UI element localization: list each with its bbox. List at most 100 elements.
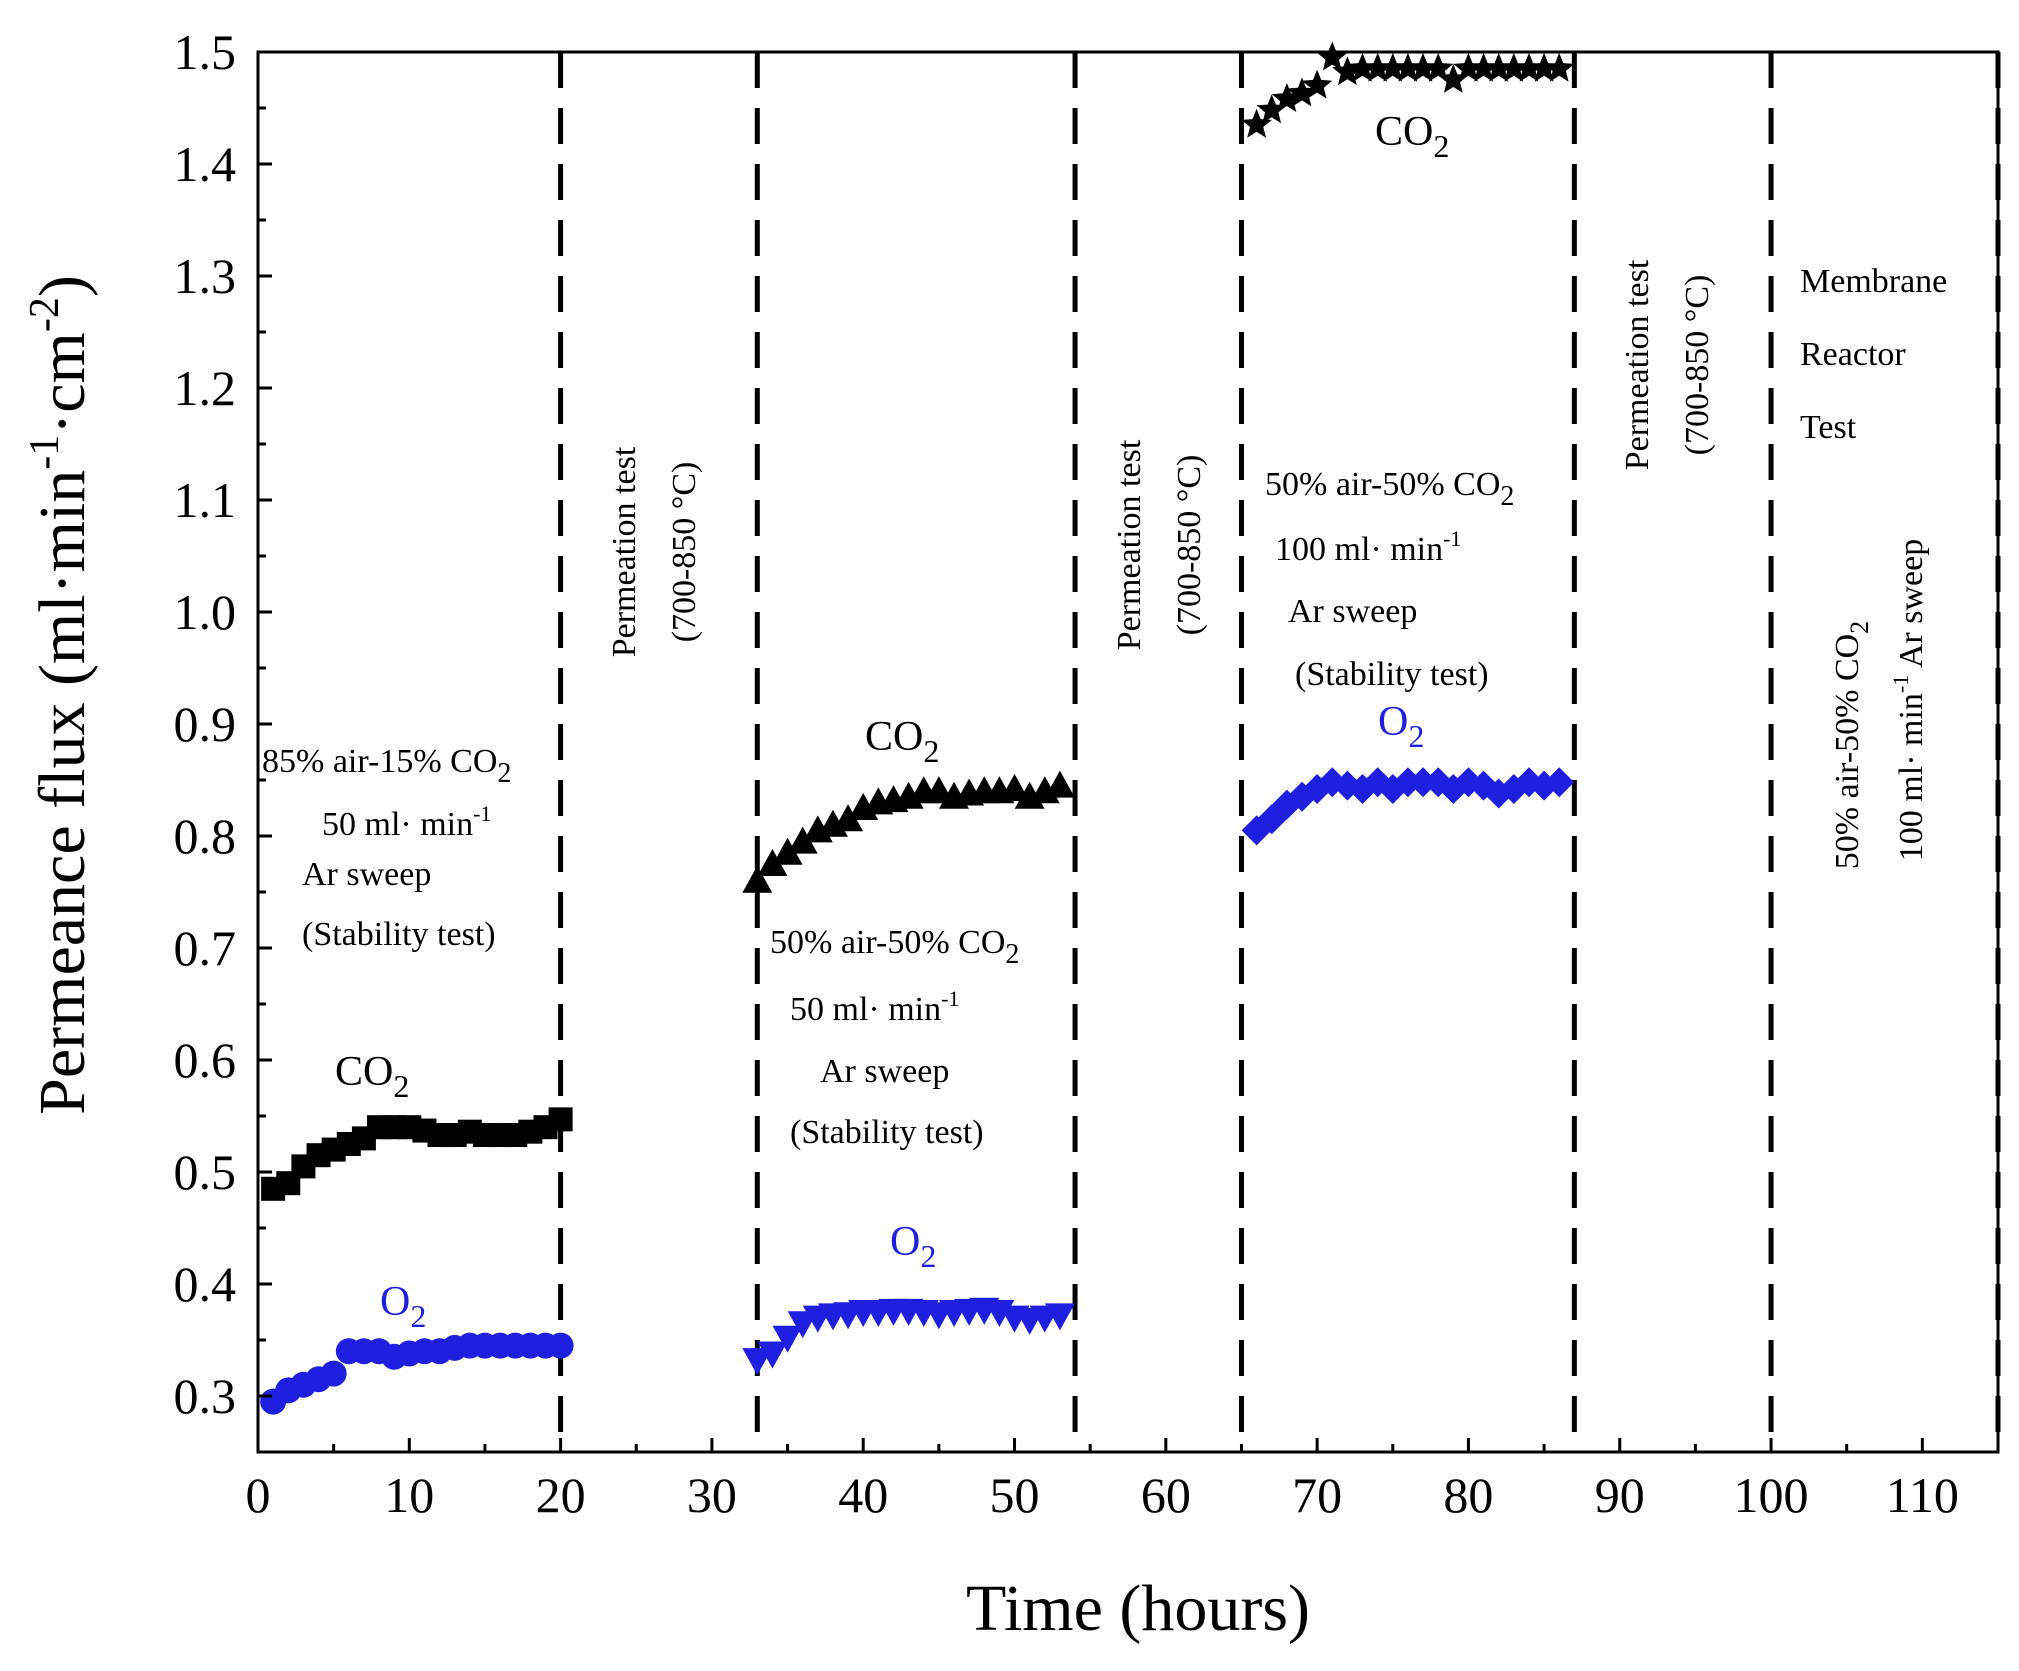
y-ticks: 0.3 0.4 0.5 0.6 0.7 0.8 0.9 1.0 1.1 1.2 1.3 1.4 1.5 xyxy=(174,24,272,1424)
reactor-line3: Test xyxy=(1800,409,1857,446)
data-point xyxy=(757,849,788,876)
x-tick-label: 0 xyxy=(246,1467,271,1523)
data-point xyxy=(1408,767,1439,798)
x-tick-label: 90 xyxy=(1595,1467,1645,1523)
y-tick-label: 1.4 xyxy=(174,136,237,192)
x-axis-title: Time (hours) xyxy=(966,1572,1310,1645)
data-point xyxy=(1392,767,1423,798)
x-tick-label: 10 xyxy=(384,1467,434,1523)
series-square xyxy=(261,1107,573,1201)
y-tick-label: 0.7 xyxy=(174,920,237,976)
data-point xyxy=(1407,52,1439,82)
data-point xyxy=(1528,52,1560,82)
reactor-flow-rotated: 100 ml· min-1 Ar sweep xyxy=(1888,539,1930,861)
seg2-feed-label: 50% air-50% CO2 xyxy=(770,924,1019,970)
data-point xyxy=(1044,1303,1075,1331)
data-point xyxy=(1513,52,1545,82)
data-point xyxy=(1301,69,1333,99)
y-tick-label: 0.6 xyxy=(174,1032,237,1088)
perm3-title: Permeation test xyxy=(1619,259,1656,470)
perm3-temp: (700-850 °C) xyxy=(1679,275,1716,456)
seg1-flow-label: 50 ml· min-1 xyxy=(322,801,491,843)
y-tick-label: 0.4 xyxy=(174,1256,237,1312)
series-triangle-down xyxy=(742,1297,1075,1376)
perm1-temp: (700-850 °C) xyxy=(666,462,703,643)
x-tick-label: 50 xyxy=(990,1467,1040,1523)
data-point xyxy=(1256,94,1287,124)
data-point xyxy=(833,804,864,832)
seg1-o2-label: O2 xyxy=(380,1279,426,1334)
data-point xyxy=(1544,52,1575,82)
data-point xyxy=(1241,108,1272,138)
y-tick-label: 1.5 xyxy=(174,24,237,80)
data-point xyxy=(1362,52,1393,82)
data-point xyxy=(1377,52,1408,82)
markers-layer xyxy=(260,41,1575,1415)
data-point xyxy=(548,1107,573,1132)
seg3-o2-label: O2 xyxy=(1378,699,1424,754)
data-point xyxy=(742,865,773,893)
data-point xyxy=(1438,64,1469,93)
data-point xyxy=(1392,52,1424,82)
data-point xyxy=(547,1332,574,1359)
seg2-test-label: (Stability test) xyxy=(790,1114,984,1151)
data-point xyxy=(999,773,1030,801)
seg1-feed-label: 85% air-15% CO2 xyxy=(262,743,511,789)
reactor-line1: Membrane xyxy=(1800,263,1947,300)
reactor-feed-rotated: 50% air-50% CO2 xyxy=(1829,621,1874,869)
seg1-co2-label: CO2 xyxy=(335,1049,409,1104)
seg2-co2-label: CO2 xyxy=(865,714,939,769)
y-tick-label: 1.3 xyxy=(174,248,237,304)
y-tick-label: 0.8 xyxy=(174,808,237,864)
seg2-o2-label: O2 xyxy=(890,1219,936,1274)
seg1-test-label: (Stability test) xyxy=(302,916,496,953)
x-ticks: 0 10 20 30 40 50 60 70 80 90 100 110 xyxy=(246,1438,1959,1523)
seg3-sweep-label: Ar sweep xyxy=(1288,593,1417,630)
seg3-flow-label: 100 ml· min-1 xyxy=(1275,526,1461,568)
seg3-test-label: (Stability test) xyxy=(1295,656,1489,693)
plot-frame xyxy=(256,50,2000,1454)
seg1-sweep-label: Ar sweep xyxy=(302,856,431,893)
data-point xyxy=(1423,52,1454,82)
data-point xyxy=(1483,52,1514,82)
x-tick-label: 30 xyxy=(687,1467,737,1523)
y-tick-label: 1.2 xyxy=(174,360,237,416)
data-point xyxy=(1453,52,1484,82)
data-point xyxy=(320,1360,347,1387)
data-point xyxy=(1044,770,1075,798)
data-point xyxy=(1468,52,1499,82)
series-star xyxy=(1241,41,1575,138)
data-point xyxy=(772,1325,803,1353)
seg3-feed-label: 50% air-50% CO2 xyxy=(1265,466,1514,512)
x-tick-label: 60 xyxy=(1141,1467,1191,1523)
y-axis-title: Permeance flux (ml·min-1·cm-2) xyxy=(22,275,99,1115)
data-point xyxy=(1347,52,1378,82)
seg2-sweep-label: Ar sweep xyxy=(820,1053,949,1090)
x-tick-label: 20 xyxy=(536,1467,586,1523)
data-point xyxy=(1332,56,1363,86)
data-point xyxy=(1271,83,1303,112)
data-point xyxy=(787,826,818,854)
data-point xyxy=(742,1348,773,1376)
data-point xyxy=(757,1341,788,1369)
data-point xyxy=(1544,767,1575,798)
y-tick-label: 0.3 xyxy=(174,1368,237,1424)
data-point xyxy=(1286,77,1318,107)
series-diamond xyxy=(1241,767,1575,846)
y-tick-label: 0.5 xyxy=(174,1144,237,1200)
x-tick-label: 100 xyxy=(1734,1467,1809,1523)
y-tick-label: 1.0 xyxy=(174,584,237,640)
seg3-co2-label: CO2 xyxy=(1375,109,1449,164)
y-tick-label: 0.9 xyxy=(174,696,237,752)
reactor-line2: Reactor xyxy=(1800,336,1906,373)
perm2-title: Permeation test xyxy=(1111,439,1148,650)
x-tick-label: 40 xyxy=(838,1467,888,1523)
y-tick-label: 1.1 xyxy=(174,472,237,528)
x-tick-label: 80 xyxy=(1443,1467,1493,1523)
dividers-layer xyxy=(558,52,2001,1452)
perm2-temp: (700-850 °C) xyxy=(1171,455,1208,636)
data-point xyxy=(772,837,803,865)
x-tick-label: 110 xyxy=(1886,1467,1959,1523)
